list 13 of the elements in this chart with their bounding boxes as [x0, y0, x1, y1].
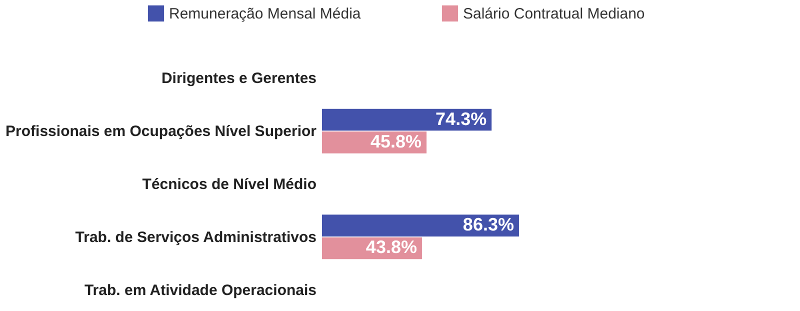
y-tick-label: Profissionais em Ocupações Nível Superior — [6, 123, 317, 140]
legend-label: Salário Contratual Mediano — [463, 5, 645, 22]
data-label: 74.3% — [436, 108, 487, 129]
y-tick-label: Trab. de Serviços Administrativos — [75, 228, 316, 246]
legend-label: Remuneração Mensal Média — [169, 5, 362, 22]
bar — [322, 214, 519, 236]
y-tick-label: Técnicos de Nível Médio — [142, 176, 316, 193]
data-label: 86.3% — [462, 214, 514, 235]
y-tick-label: Dirigentes e Gerentes — [161, 70, 316, 88]
data-label: 45.8% — [370, 131, 422, 152]
bar — [322, 108, 492, 131]
data-label: 43.8% — [366, 237, 417, 258]
y-tick-label: Trab. em Atividade Operacionais — [84, 282, 316, 299]
